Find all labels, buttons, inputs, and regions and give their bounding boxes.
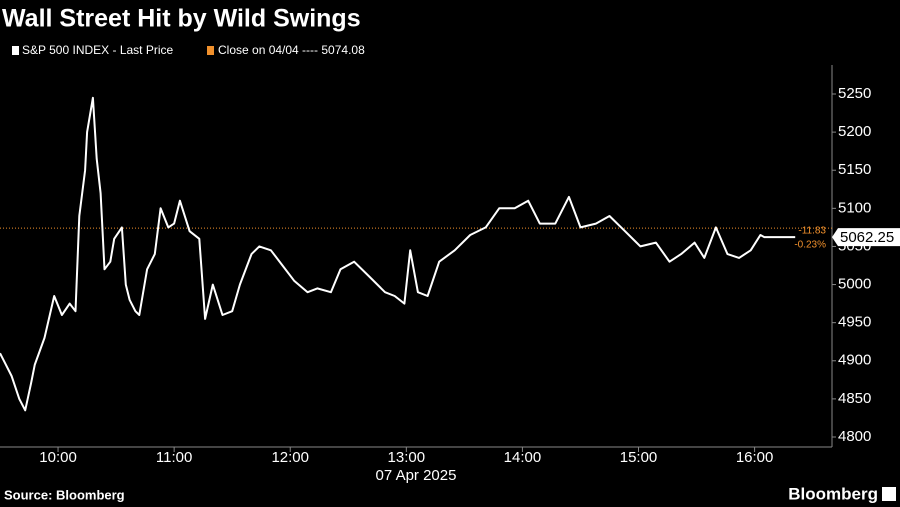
last-price-box xyxy=(832,228,900,247)
x-tick-label: 15:00 xyxy=(620,449,658,466)
y-tick-label: 4800 xyxy=(838,428,871,445)
x-tick-label: 10:00 xyxy=(39,449,77,466)
chart-title: Wall Street Hit by Wild Swings xyxy=(2,5,361,33)
x-tick-label: 12:00 xyxy=(271,449,309,466)
brand-icon xyxy=(882,487,896,501)
legend-swatch xyxy=(207,46,214,55)
y-tick-label: 4950 xyxy=(838,314,871,331)
legend-swatch xyxy=(12,46,19,55)
brand: Bloomberg xyxy=(788,484,878,503)
change-label: -11.83 xyxy=(798,226,826,237)
y-tick-label: 5150 xyxy=(838,161,871,178)
source: Source: Bloomberg xyxy=(4,487,125,502)
x-tick-label: 13:00 xyxy=(388,449,426,466)
x-axis-label: 07 Apr 2025 xyxy=(376,467,457,484)
y-tick-label: 4850 xyxy=(838,390,871,407)
price-line xyxy=(0,96,796,412)
y-tick-label: 5250 xyxy=(838,85,871,102)
x-tick-label: 14:00 xyxy=(504,449,542,466)
legend-label: S&P 500 INDEX - Last Price xyxy=(22,43,174,57)
x-tick-label: 16:00 xyxy=(736,449,774,466)
x-tick-label: 11:00 xyxy=(156,449,192,466)
y-tick-label: 5200 xyxy=(838,123,871,140)
legend-label: Close on 04/04 ---- 5074.08 xyxy=(218,43,365,57)
y-tick-label: 5100 xyxy=(838,199,871,216)
y-tick-label: 4900 xyxy=(838,352,871,369)
y-tick-label: 5000 xyxy=(838,276,871,293)
last-price-label: 5062.25 xyxy=(840,229,894,246)
change-label: -0.23% xyxy=(794,240,826,251)
